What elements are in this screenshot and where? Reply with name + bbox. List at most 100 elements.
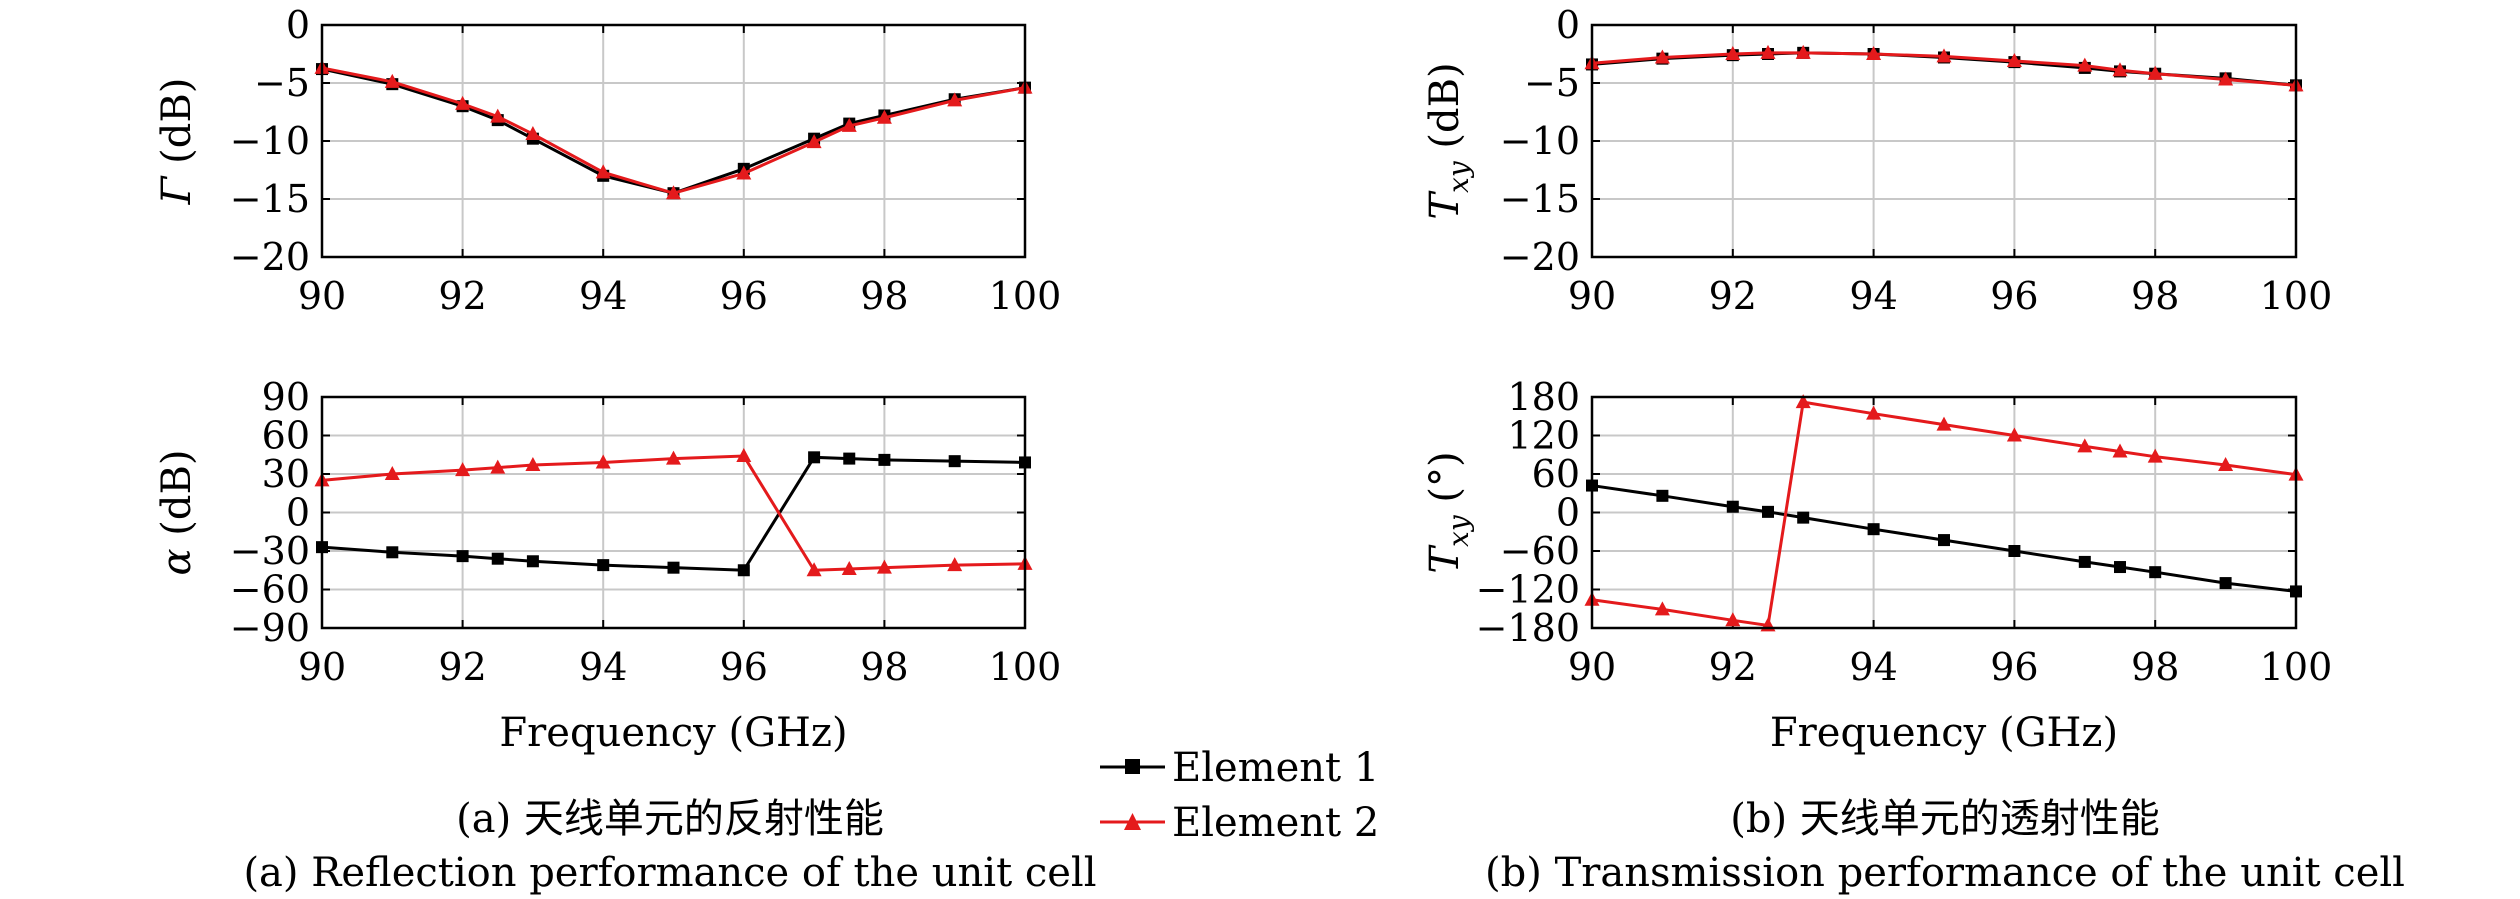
series-element-2 (314, 448, 1033, 577)
data-point (667, 561, 680, 574)
data-point (806, 134, 822, 149)
data-point (525, 457, 541, 472)
series-line (321, 66, 1026, 195)
x-tick-label: 100 (2260, 645, 2333, 689)
y-tick-label: 0 (1556, 3, 1580, 47)
data-point (2147, 448, 2163, 463)
data-point (595, 454, 611, 469)
y-axis-label: Γ (dB) (154, 78, 200, 206)
data-point (666, 185, 681, 200)
chart-txy_mag: 90 92 94 96 98 100 0 −5 −10 −15 −20 Txy (dB) (1422, 3, 2332, 318)
data-point (2078, 555, 2091, 568)
y-axis-label-unit: (°) (1422, 451, 1468, 515)
x-tick-label: 92 (1709, 645, 1757, 689)
caption-a-en: (a) Reflection performance of the unit c… (243, 850, 1096, 896)
y-tick-label: 0 (1556, 491, 1580, 535)
y-tick-label: −10 (230, 119, 310, 163)
data-point (808, 451, 821, 464)
x-tick-label: 96 (1990, 274, 2038, 318)
data-point (2218, 457, 2234, 472)
legend-label-element-1: Element 1 (1172, 745, 1379, 791)
data-point (841, 117, 857, 132)
data-point (806, 562, 822, 577)
data-point (456, 550, 469, 563)
data-point (843, 452, 856, 465)
caption-b-cn: (b) 天线单元的透射性能 (1730, 796, 2160, 842)
x-tick-label: 92 (1709, 274, 1757, 318)
y-tick-label: 0 (286, 3, 310, 47)
series-line (321, 67, 1026, 195)
y-tick-label: 0 (286, 491, 310, 535)
data-point (490, 459, 506, 474)
y-tick-label: 30 (262, 452, 310, 496)
data-point (1936, 416, 1952, 431)
y-axis-label-main: α (154, 548, 200, 575)
data-point (1762, 505, 1774, 518)
data-point (2077, 57, 2093, 72)
data-point (384, 466, 400, 480)
y-tick-label: −60 (1500, 529, 1580, 573)
data-point (878, 453, 891, 466)
x-tick-label: 98 (860, 645, 908, 689)
data-point (1654, 49, 1670, 64)
y-tick-label: 180 (1507, 375, 1580, 419)
plot-frame (1590, 23, 2298, 259)
y-tick-label: 120 (1507, 414, 1580, 458)
y-axis-label-sub: xy (1442, 160, 1475, 193)
y-tick-label: −20 (1500, 235, 1580, 279)
legend-label-element-2: Element 2 (1172, 800, 1379, 846)
x-tick-label: 100 (989, 645, 1062, 689)
y-axis-label-unit: (dB) (1422, 62, 1468, 161)
data-point (876, 109, 892, 124)
data-point (947, 92, 963, 107)
x-tick-label: 100 (2260, 274, 2333, 318)
plot-frame (1590, 395, 2298, 630)
data-point (947, 557, 963, 572)
data-point (597, 559, 610, 572)
y-axis-label-sub: xy (1442, 514, 1475, 547)
x-tick-label: 94 (579, 274, 627, 318)
y-axis-label: Txy (°) (1422, 451, 1475, 573)
data-point (1726, 500, 1739, 513)
y-axis-label-main: Γ (154, 175, 200, 205)
data-point (2112, 443, 2128, 458)
y-tick-label: −180 (1476, 606, 1580, 650)
series-element-2 (314, 59, 1033, 200)
data-point (1654, 601, 1670, 616)
data-point (525, 126, 541, 141)
data-point (1866, 405, 1882, 420)
data-point (455, 462, 471, 477)
data-point (2006, 427, 2022, 442)
data-point (1795, 44, 1811, 59)
x-tick-label: 94 (579, 645, 627, 689)
data-point (1656, 489, 1669, 502)
legend-marker-element-1 (1125, 759, 1140, 774)
data-point (2008, 545, 2021, 557)
data-point (2219, 577, 2232, 590)
x-tick-label: 92 (438, 645, 486, 689)
data-point (1936, 48, 1952, 63)
caption-b-en: (b) Transmission performance of the unit… (1485, 850, 2405, 896)
data-point (1866, 46, 1882, 60)
data-point (737, 564, 750, 577)
data-point (491, 552, 504, 565)
y-tick-label: −30 (230, 529, 310, 573)
data-point (1760, 44, 1776, 59)
data-point (666, 450, 681, 465)
y-tick-label: −10 (1500, 119, 1580, 163)
x-tick-label: 94 (1849, 645, 1897, 689)
data-point (841, 560, 857, 575)
plot-frame (320, 23, 1027, 259)
data-point (2147, 65, 2163, 80)
data-point (595, 164, 611, 179)
x-tick-label: 94 (1849, 274, 1897, 318)
y-axis-label-unit: (dB) (154, 450, 200, 549)
data-point (2114, 561, 2126, 574)
y-tick-label: 60 (262, 414, 310, 458)
data-point (736, 165, 752, 180)
x-tick-label: 98 (2131, 274, 2179, 318)
x-axis-label: Frequency (GHz) (1770, 710, 2118, 756)
legend-marker-element-2 (1124, 813, 1141, 830)
